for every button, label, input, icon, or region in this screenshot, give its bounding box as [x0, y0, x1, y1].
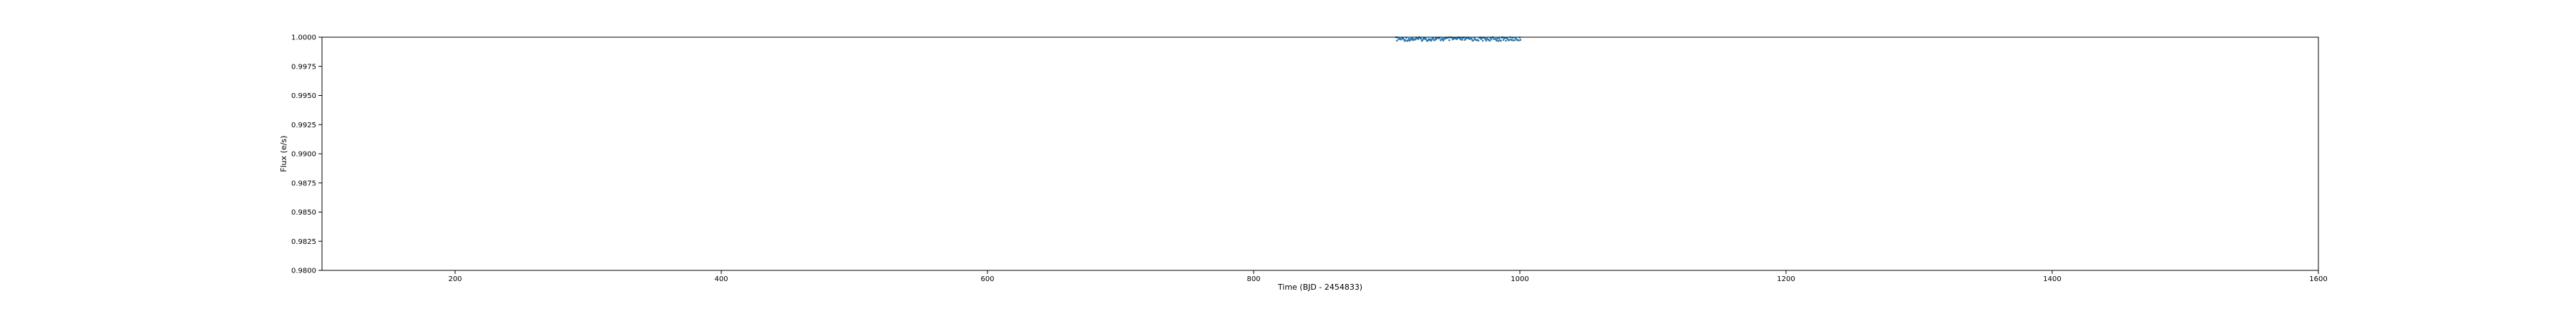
- x-tick-label: 1000: [1511, 275, 1528, 283]
- data-point: [1407, 38, 1410, 40]
- data-point: [1505, 39, 1507, 42]
- data-point: [1513, 39, 1516, 41]
- data-point: [1404, 39, 1407, 41]
- data-point: [1480, 37, 1483, 39]
- x-tick-label: 1400: [2043, 275, 2061, 283]
- data-point: [1430, 39, 1433, 42]
- data-point: [1498, 37, 1501, 39]
- data-point: [1400, 39, 1402, 41]
- data-point: [1470, 38, 1473, 40]
- x-tick-label: 1600: [2309, 275, 2327, 283]
- plot-area: [322, 37, 2318, 270]
- data-point: [1425, 38, 1428, 41]
- x-tick-label: 200: [448, 275, 462, 283]
- x-tick-label: 400: [714, 275, 728, 283]
- data-point: [1519, 39, 1522, 41]
- y-axis: 0.9800 0.9825 0.9850 0.9875 0.9900 0.9925 0.99…: [291, 34, 322, 275]
- data-point: [1411, 37, 1414, 39]
- data-point: [1448, 39, 1450, 41]
- data-point: [1511, 39, 1513, 41]
- data-point: [1481, 39, 1484, 42]
- data-point: [1518, 39, 1520, 41]
- y-tick-label: 0.9975: [291, 63, 316, 71]
- data-point: [1497, 39, 1500, 42]
- data-point: [1502, 39, 1505, 41]
- data-point: [1494, 38, 1497, 40]
- x-axis-label: Time (BJD - 2454833): [1277, 283, 1362, 292]
- x-tick-label: 1200: [1777, 275, 1795, 283]
- data-point: [1402, 38, 1405, 41]
- data-point: [1408, 39, 1411, 42]
- y-tick-label: 0.9825: [291, 238, 316, 246]
- y-tick-label: 0.9900: [291, 151, 316, 159]
- data-point: [1427, 39, 1429, 42]
- y-tick-label: 1.0000: [291, 34, 316, 42]
- y-tick-label: 0.9925: [291, 122, 316, 129]
- data-point: [1477, 39, 1480, 42]
- data-point: [1461, 39, 1463, 41]
- data-point: [1407, 39, 1410, 41]
- y-axis-label: Flux (e/s): [279, 135, 288, 172]
- y-tick-label: 0.9875: [291, 180, 316, 187]
- data-point: [1485, 39, 1488, 41]
- data-point: [1488, 39, 1491, 42]
- y-tick-label: 0.9850: [291, 209, 316, 217]
- data-point: [1441, 37, 1444, 40]
- data-point: [1496, 39, 1498, 42]
- data-point: [1490, 39, 1493, 41]
- data-point: [1472, 39, 1475, 41]
- data-point: [1433, 39, 1436, 41]
- data-point: [1417, 38, 1420, 40]
- data-point: [1496, 37, 1498, 40]
- data-point: [1508, 39, 1511, 41]
- data-point: [1484, 38, 1487, 40]
- data-point: [1459, 38, 1462, 41]
- data-point: [1435, 38, 1438, 40]
- data-point: [1395, 39, 1398, 42]
- data-point: [1421, 39, 1424, 41]
- data-point: [1500, 39, 1502, 42]
- x-tick-label: 800: [1246, 275, 1260, 283]
- y-tick-label: 0.9800: [291, 268, 316, 275]
- y-tick-label: 0.9950: [291, 92, 316, 100]
- x-tick-label: 600: [980, 275, 994, 283]
- x-axis: 200 400 600 800 1000 1200 1400 1600: [448, 270, 2328, 283]
- data-point: [1420, 37, 1423, 40]
- data-point: [1506, 38, 1509, 40]
- data-point: [1442, 39, 1445, 41]
